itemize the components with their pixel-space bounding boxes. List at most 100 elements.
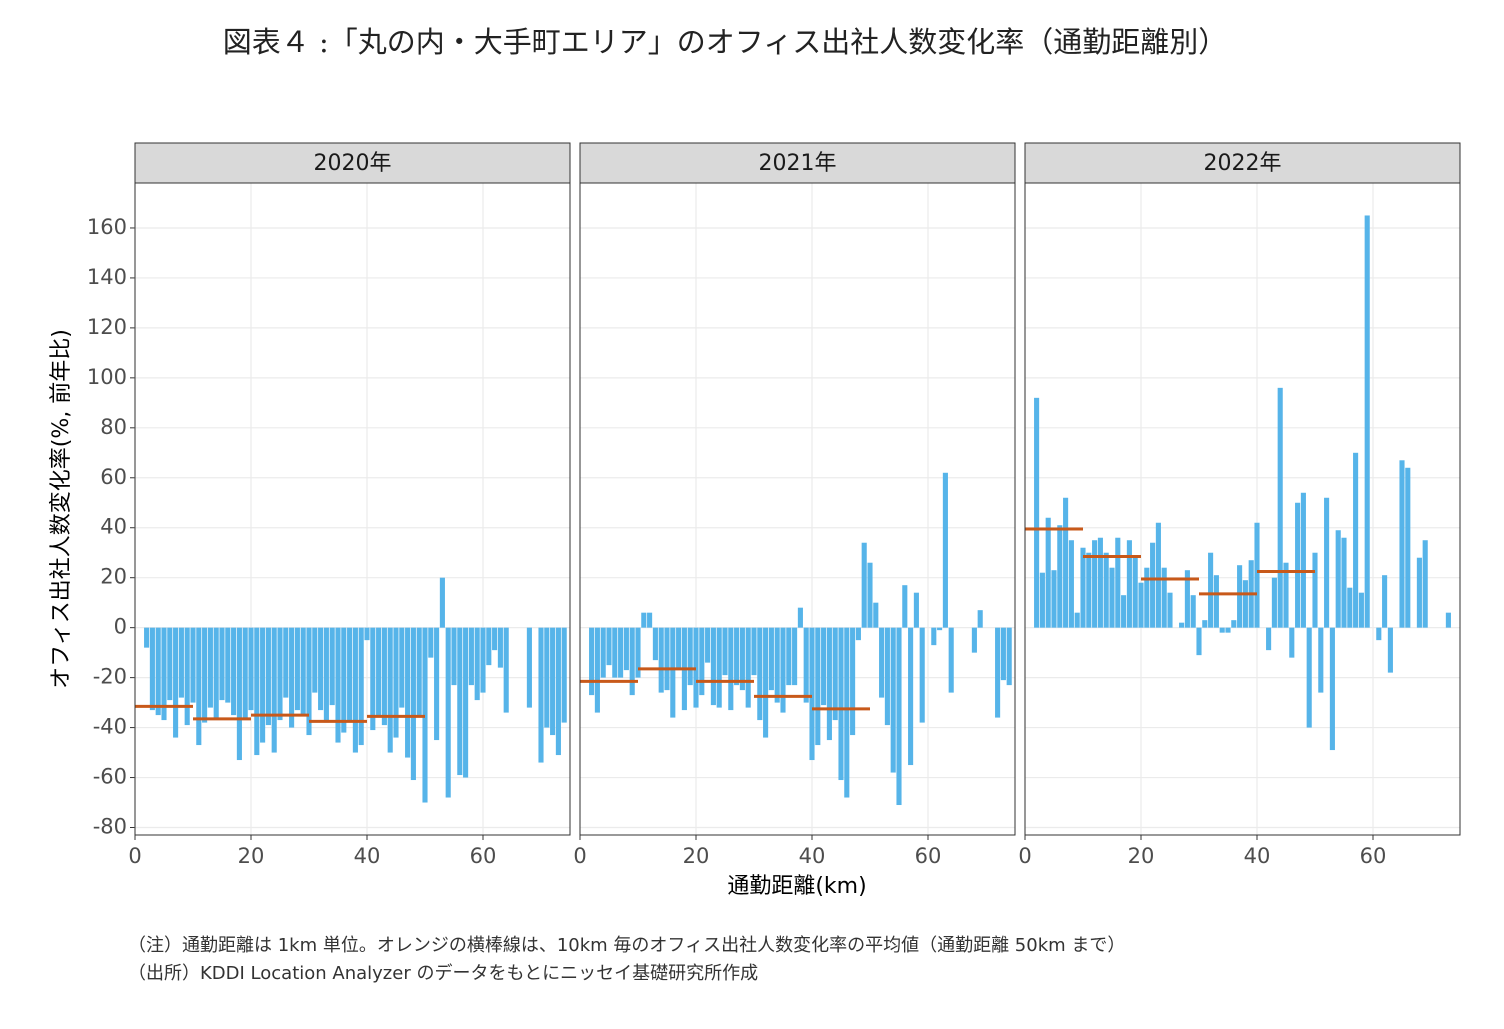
bar: [178, 627, 184, 698]
bar: [463, 627, 469, 778]
bar: [219, 627, 225, 701]
bar: [1225, 627, 1231, 633]
bar: [1045, 517, 1051, 628]
x-tick-label: 20: [683, 844, 710, 868]
bar: [1150, 542, 1156, 628]
bar: [486, 627, 492, 666]
bar: [474, 627, 480, 701]
bar: [161, 627, 167, 721]
bar: [1184, 570, 1190, 628]
bar: [716, 627, 722, 708]
bar: [1219, 627, 1225, 633]
bar: [399, 627, 405, 708]
bar: [1254, 522, 1260, 628]
bar: [213, 627, 219, 718]
bar: [913, 592, 919, 628]
x-axis-label: 通勤距離(km): [727, 874, 866, 899]
bar: [207, 627, 213, 708]
y-tick-label: -40: [93, 715, 127, 739]
bar: [629, 627, 635, 696]
y-tick-label: -80: [93, 815, 127, 839]
bar: [1277, 387, 1283, 628]
bar: [908, 627, 914, 766]
strip: [134, 142, 571, 184]
bar: [676, 627, 682, 671]
source: （出所）KDDI Location Analyzer のデータをもとにニッセイ基…: [128, 963, 758, 984]
bar: [480, 627, 486, 693]
bar: [618, 627, 624, 678]
bar: [647, 612, 653, 628]
bar: [1051, 570, 1057, 628]
y-tick-label: -60: [93, 765, 127, 789]
bar: [202, 627, 208, 723]
bar: [850, 627, 856, 736]
bar: [1306, 627, 1312, 728]
bar: [393, 627, 399, 738]
bar: [364, 627, 370, 641]
bar: [670, 627, 676, 718]
bar: [1405, 467, 1411, 628]
bar: [826, 627, 832, 741]
bar: [323, 627, 329, 723]
bar: [173, 627, 179, 738]
y-axis-label: オフィス出社人数変化率(%, 前年比): [49, 329, 74, 689]
bar: [416, 627, 422, 716]
bar: [931, 627, 937, 646]
bar: [757, 627, 763, 721]
bar: [763, 627, 769, 738]
bar: [942, 472, 948, 628]
bar: [526, 627, 532, 708]
y-tick-label: 120: [87, 315, 127, 339]
x-tick-label: 60: [470, 844, 497, 868]
y-tick-label: -20: [93, 665, 127, 689]
bar: [544, 627, 550, 728]
bar: [370, 627, 376, 731]
bar: [445, 627, 451, 798]
bar: [937, 627, 943, 631]
bar: [1115, 537, 1121, 628]
bar: [347, 627, 353, 721]
bar: [1347, 587, 1353, 628]
bar: [410, 627, 416, 781]
y-tick-label: 100: [87, 365, 127, 389]
bar: [306, 627, 312, 736]
bar: [358, 627, 364, 746]
bar: [1202, 620, 1208, 628]
bar: [196, 627, 202, 746]
bar: [1080, 547, 1086, 628]
bar: [451, 627, 457, 686]
bar: [1358, 592, 1364, 628]
bar: [1341, 537, 1347, 628]
bar: [1318, 627, 1324, 693]
bar: [821, 627, 827, 706]
bar: [352, 627, 358, 753]
bar: [995, 627, 1001, 718]
bar: [1422, 540, 1428, 628]
bar: [1196, 627, 1202, 656]
bar: [612, 627, 618, 678]
bar: [184, 627, 190, 726]
bar: [1353, 452, 1359, 628]
bar: [190, 627, 196, 703]
bar: [1289, 627, 1295, 658]
plot-bg: [580, 183, 1015, 835]
bar: [1097, 537, 1103, 628]
bar: [803, 627, 809, 703]
bar: [1364, 215, 1370, 628]
chart-title: 図表４ :「丸の内・大手町エリア」のオフィス出社人数変化率（通勤距離別）: [223, 25, 1227, 59]
bar: [652, 627, 658, 661]
bar: [497, 627, 503, 668]
panel-border: [579, 182, 1016, 836]
y-tick-label: 160: [87, 215, 127, 239]
bar: [745, 627, 751, 708]
bar: [1300, 492, 1306, 628]
panel-title: 2022年: [1204, 151, 1282, 176]
bar: [538, 627, 544, 763]
bar: [884, 627, 890, 726]
panel-title: 2021年: [759, 151, 837, 176]
bar: [879, 627, 885, 698]
bar: [329, 627, 335, 706]
bar: [664, 627, 670, 691]
bar: [623, 627, 629, 671]
bar: [832, 627, 838, 721]
